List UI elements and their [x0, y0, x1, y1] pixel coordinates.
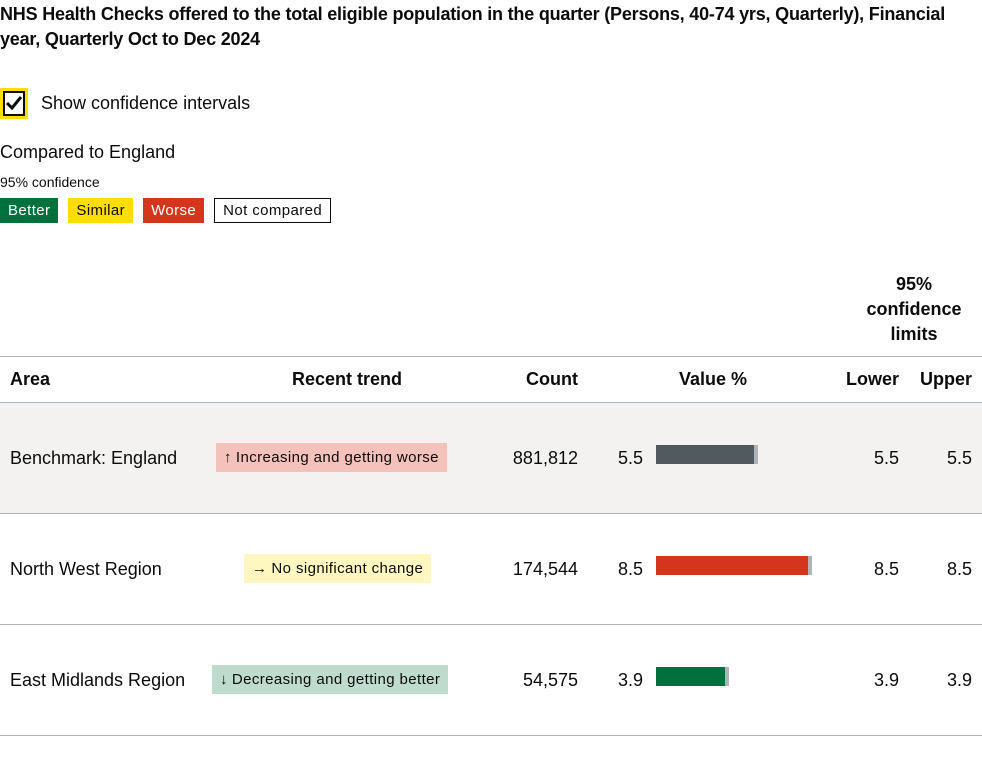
- table-bottom-divider: [0, 735, 982, 736]
- area-name: Benchmark: England: [10, 448, 178, 468]
- show-confidence-intervals-toggle[interactable]: Show confidence intervals: [0, 87, 250, 119]
- trend-badge: ↓ Decreasing and getting better: [212, 665, 449, 694]
- trend-label: Increasing and getting worse: [235, 449, 439, 466]
- value-percent: 3.9: [618, 670, 644, 690]
- confidence-interval-marker: [754, 445, 758, 464]
- lower-limit: 3.9: [873, 670, 899, 690]
- row-divider: [0, 513, 982, 514]
- comparison-heading: Compared to England: [0, 142, 176, 162]
- column-header-area: Area: [10, 369, 51, 389]
- column-header-upper: Upper: [919, 369, 972, 389]
- count-value: 881,812: [512, 448, 578, 468]
- legend-better: Better: [0, 198, 59, 223]
- column-header-count: Count: [526, 369, 578, 389]
- legend-similar: Similar: [68, 198, 134, 223]
- trend-label: Decreasing and getting better: [231, 671, 441, 688]
- header-divider: [0, 402, 982, 403]
- table-row: North West Region → No significant change…: [0, 514, 982, 624]
- checkmark-icon: [5, 96, 23, 111]
- column-header-trend: Recent trend: [292, 369, 403, 389]
- confidence-intervals-checkbox[interactable]: [0, 87, 28, 119]
- value-bar: [656, 556, 812, 575]
- arrow-right-icon: →: [252, 560, 268, 577]
- count-value: 54,575: [522, 670, 578, 690]
- area-name: North West Region: [10, 559, 162, 579]
- upper-limit: 8.5: [946, 559, 972, 579]
- value-percent: 8.5: [618, 559, 644, 579]
- confidence-intervals-label[interactable]: Show confidence intervals: [41, 92, 251, 113]
- area-name: East Midlands Region: [10, 670, 186, 690]
- value-percent: 5.5: [618, 448, 644, 468]
- legend-worse: Worse: [143, 198, 205, 223]
- legend-not-compared: Not compared: [214, 198, 332, 223]
- upper-limit: 5.5: [946, 448, 972, 468]
- confidence-limits-header: 95% confidence limits: [866, 274, 962, 344]
- lower-limit: 8.5: [873, 559, 899, 579]
- chart-title: NHS Health Checks offered to the total e…: [0, 4, 946, 49]
- value-bar: [656, 667, 730, 686]
- trend-badge: ↑ Increasing and getting worse: [216, 443, 447, 472]
- table-row: East Midlands Region ↓ Decreasing and get…: [0, 625, 982, 735]
- table-top-divider: [0, 356, 982, 357]
- upper-limit: 3.9: [946, 670, 972, 690]
- arrow-down-icon: ↓: [220, 671, 228, 688]
- trend-label: No significant change: [271, 560, 424, 577]
- table-row: Benchmark: England ↑ Increasing and getti…: [0, 403, 982, 513]
- row-divider: [0, 624, 982, 625]
- arrow-up-icon: ↑: [224, 449, 232, 466]
- confidence-interval-marker: [725, 667, 730, 686]
- value-bar: [656, 445, 758, 464]
- count-value: 174,544: [512, 559, 578, 579]
- lower-limit: 5.5: [873, 448, 899, 468]
- column-header-lower: Lower: [845, 369, 899, 389]
- confidence-interval-marker: [808, 556, 812, 575]
- trend-badge: → No significant change: [244, 554, 432, 583]
- confidence-level: 95% confidence: [0, 174, 100, 190]
- comparison-legend: Better Similar Worse Not compared: [0, 198, 332, 223]
- column-header-value: Value %: [679, 369, 748, 389]
